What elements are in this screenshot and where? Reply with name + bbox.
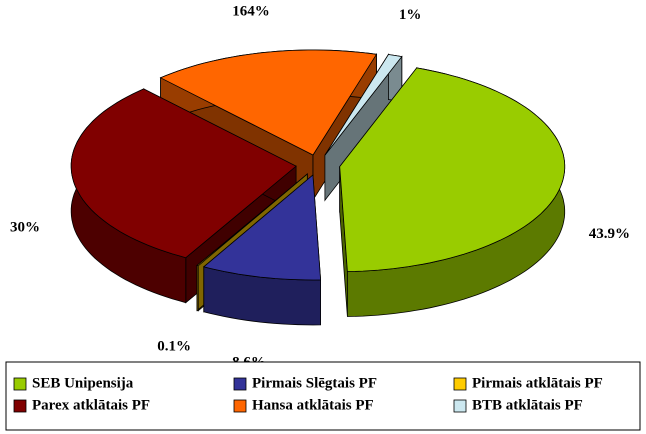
slice-top (339, 67, 566, 272)
legend-swatch (13, 377, 27, 391)
legend-swatch (233, 377, 247, 391)
slice-top (159, 49, 378, 156)
slice-side (196, 265, 199, 312)
legend-label: Hansa atklātais PF (252, 397, 374, 413)
data-label: 1% (399, 7, 422, 23)
legend-label: Pirmais atklātais PF (472, 375, 603, 391)
data-label: 164% (232, 3, 270, 19)
data-label: 0.1% (157, 339, 191, 355)
slice-top (202, 174, 322, 281)
legend-box (5, 361, 641, 431)
slice-top (196, 173, 308, 267)
data-label: 30% (10, 220, 40, 236)
legend-label: Pirmais Slēgtais PF (252, 375, 377, 391)
legend-swatch (453, 399, 467, 413)
legend-swatch (13, 399, 27, 413)
legend-swatch (453, 377, 467, 391)
legend-label: BTB atklātais PF (472, 397, 583, 413)
data-label: 43.9% (589, 226, 630, 242)
slice (339, 66, 566, 317)
slice (202, 174, 322, 326)
slice-top (70, 88, 297, 259)
legend-label: SEB Unipensija (32, 375, 134, 391)
legend-label: Parex atklātais PF (32, 397, 150, 413)
legend-swatch (233, 399, 247, 413)
slice-top (324, 54, 403, 156)
